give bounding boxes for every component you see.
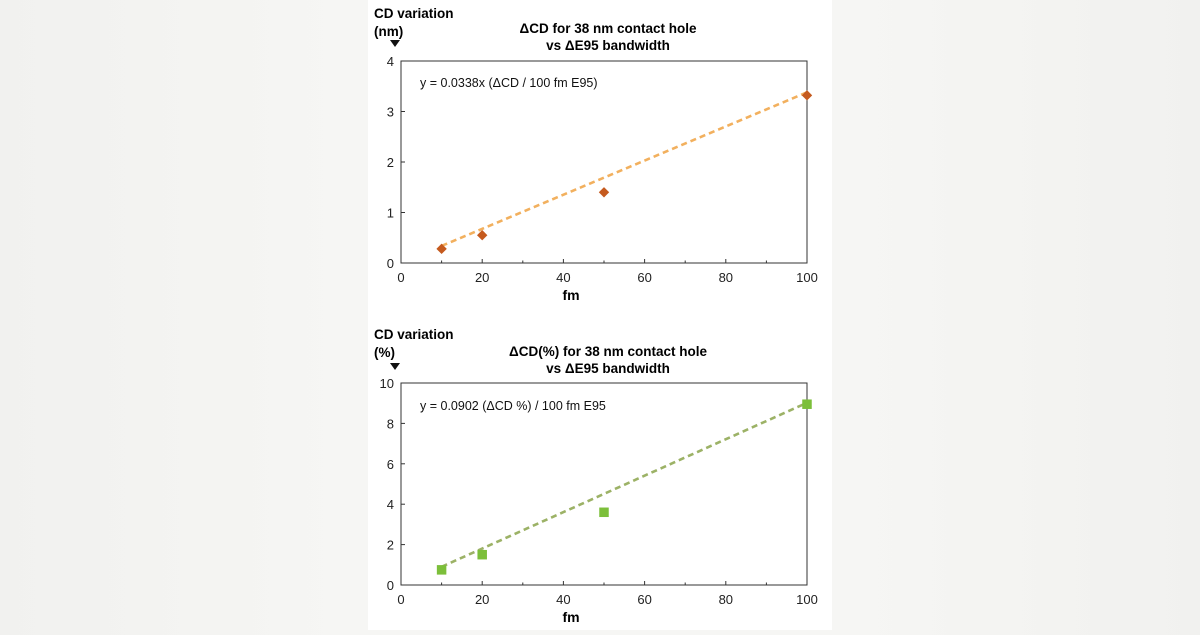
y-tick-label: 0 (387, 578, 394, 593)
x-tick-label: 40 (556, 270, 570, 285)
y-axis-unit: (nm) (374, 24, 403, 39)
x-tick-label: 100 (796, 592, 818, 607)
x-tick-label: 100 (796, 270, 818, 285)
x-tick-label: 20 (475, 270, 489, 285)
trendline (441, 91, 808, 248)
y-tick-label: 3 (387, 105, 394, 120)
chart-title: ΔCD(%) for 38 nm contact hole (509, 344, 707, 359)
chart-2: CD variation (%) ΔCD(%) for 38 nm contact … (374, 327, 818, 625)
y-tick-label: 2 (387, 538, 394, 553)
y-tick-label: 4 (387, 497, 394, 512)
y-tick-label: 2 (387, 155, 394, 170)
y-tick-label: 1 (387, 206, 394, 221)
chart-title: ΔCD for 38 nm contact hole (520, 21, 697, 36)
y-tick-label: 4 (387, 54, 394, 69)
y-axis-label: CD variation (374, 327, 454, 342)
data-point-square (599, 507, 609, 518)
trendline (441, 401, 808, 568)
y-tick-label: 10 (380, 376, 394, 391)
y-axis-arrow-icon (390, 363, 400, 370)
figure-svg: CD variation (nm) ΔCD for 38 nm contact ho… (374, 6, 818, 625)
plot-frame (400, 60, 808, 264)
figure-panel: CD variation (nm) ΔCD for 38 nm contact ho… (368, 0, 832, 630)
x-tick-label: 0 (397, 270, 404, 285)
chart-subtitle: vs ΔE95 bandwidth (546, 38, 670, 53)
data-point-square (802, 399, 812, 409)
trendline-equation: y = 0.0902 (ΔCD %) / 100 fm E95 (420, 399, 606, 413)
x-axis-label: fm (562, 609, 579, 625)
data-point-diamond (801, 90, 813, 101)
y-tick-label: 8 (387, 416, 394, 431)
x-tick-label: 0 (397, 592, 404, 607)
plot-frame (400, 382, 808, 586)
data-point-diamond (436, 243, 447, 255)
data-point-diamond (477, 230, 488, 241)
x-tick-label: 20 (475, 592, 489, 607)
y-tick-label: 6 (387, 457, 394, 472)
y-axis-unit: (%) (374, 345, 395, 360)
y-axis-arrow-icon (390, 40, 400, 47)
y-axis-label: CD variation (374, 6, 454, 21)
x-tick-label: 80 (719, 270, 733, 285)
x-axis-label: fm (562, 287, 579, 303)
y-tick-label: 0 (387, 256, 394, 271)
x-tick-label: 60 (637, 270, 651, 285)
data-point-square (477, 549, 487, 560)
x-tick-label: 80 (719, 592, 733, 607)
data-point-square (436, 565, 447, 575)
trendline-equation: y = 0.0338x (ΔCD / 100 fm E95) (420, 76, 598, 90)
x-tick-label: 40 (556, 592, 570, 607)
chart-subtitle: vs ΔE95 bandwidth (546, 361, 670, 376)
chart-1: CD variation (nm) ΔCD for 38 nm contact ho… (374, 6, 818, 303)
data-point-diamond (598, 187, 610, 198)
x-tick-label: 60 (637, 592, 651, 607)
